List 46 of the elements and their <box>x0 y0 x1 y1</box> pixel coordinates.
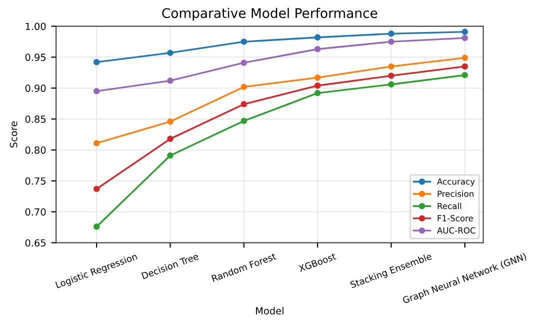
point <box>314 90 321 96</box>
point <box>314 46 321 52</box>
x-axis-title: Model <box>256 306 284 314</box>
y-axis-title: Score <box>10 121 18 148</box>
point <box>93 140 100 146</box>
chart-title: Comparative Model Performance <box>162 8 378 21</box>
y-tick-label: 0.90 <box>25 84 46 92</box>
point <box>388 81 394 88</box>
point <box>93 186 100 192</box>
point <box>167 50 174 56</box>
point <box>93 224 100 230</box>
y-tick-label: 0.65 <box>25 239 46 247</box>
point <box>167 78 174 84</box>
y-tick-label: 0.95 <box>25 54 46 61</box>
point <box>462 63 468 70</box>
point <box>314 82 321 89</box>
point <box>388 38 394 45</box>
point <box>167 152 174 159</box>
legend-label: F1-Score <box>438 215 473 222</box>
point <box>240 101 248 108</box>
legend-label: Precision <box>438 190 474 197</box>
point <box>314 34 321 40</box>
point <box>93 88 100 94</box>
y-tick-label: 0.75 <box>25 177 46 185</box>
point <box>93 58 100 66</box>
point <box>462 54 468 61</box>
point <box>388 72 394 79</box>
point <box>462 34 468 42</box>
point <box>462 72 468 78</box>
point <box>240 118 248 124</box>
legend-label: AUC-ROC <box>437 227 476 234</box>
point <box>462 28 468 35</box>
point <box>240 84 248 90</box>
point <box>388 63 394 70</box>
point <box>167 118 174 125</box>
point <box>240 38 248 45</box>
y-tick-label: 0.80 <box>25 146 46 154</box>
y-tick-label: 1.00 <box>26 22 46 30</box>
y-tick-label: 0.70 <box>25 208 46 216</box>
point <box>388 30 394 37</box>
legend-label: Recall <box>438 202 462 210</box>
point <box>240 60 248 66</box>
point <box>167 136 174 142</box>
legend-label: Accuracy <box>437 178 475 186</box>
y-tick-label: 0.85 <box>25 115 46 123</box>
point <box>314 74 321 81</box>
